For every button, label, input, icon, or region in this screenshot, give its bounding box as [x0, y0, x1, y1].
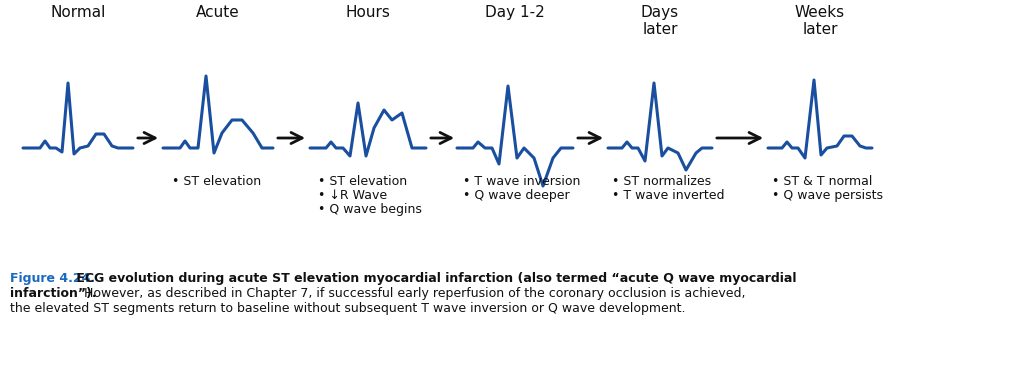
Text: • T wave inverted: • T wave inverted [612, 189, 725, 202]
Text: • ↓R Wave: • ↓R Wave [318, 189, 387, 202]
Text: • Q wave deeper: • Q wave deeper [463, 189, 569, 202]
Text: Figure 4.24.: Figure 4.24. [10, 272, 95, 285]
Text: • Q wave persists: • Q wave persists [772, 189, 883, 202]
Text: Weeks
later: Weeks later [795, 5, 845, 37]
Text: • ST normalizes: • ST normalizes [612, 175, 711, 188]
Text: • ST elevation: • ST elevation [172, 175, 261, 188]
Text: the elevated ST segments return to baseline without subsequent T wave inversion : the elevated ST segments return to basel… [10, 302, 685, 315]
Text: Days
later: Days later [641, 5, 679, 37]
Text: • Q wave begins: • Q wave begins [318, 203, 422, 216]
Text: However, as described in Chapter 7, if successful early reperfusion of the coron: However, as described in Chapter 7, if s… [80, 287, 745, 300]
Text: Day 1-2: Day 1-2 [485, 5, 545, 20]
Text: ECG evolution during acute ST elevation myocardial infarction (also termed “acut: ECG evolution during acute ST elevation … [72, 272, 797, 285]
Text: • ST elevation: • ST elevation [318, 175, 408, 188]
Text: Hours: Hours [345, 5, 390, 20]
Text: • ST & T normal: • ST & T normal [772, 175, 872, 188]
Text: Normal: Normal [50, 5, 105, 20]
Text: • T wave inversion: • T wave inversion [463, 175, 581, 188]
Text: infarction”).: infarction”). [10, 287, 96, 300]
Text: Acute: Acute [197, 5, 240, 20]
